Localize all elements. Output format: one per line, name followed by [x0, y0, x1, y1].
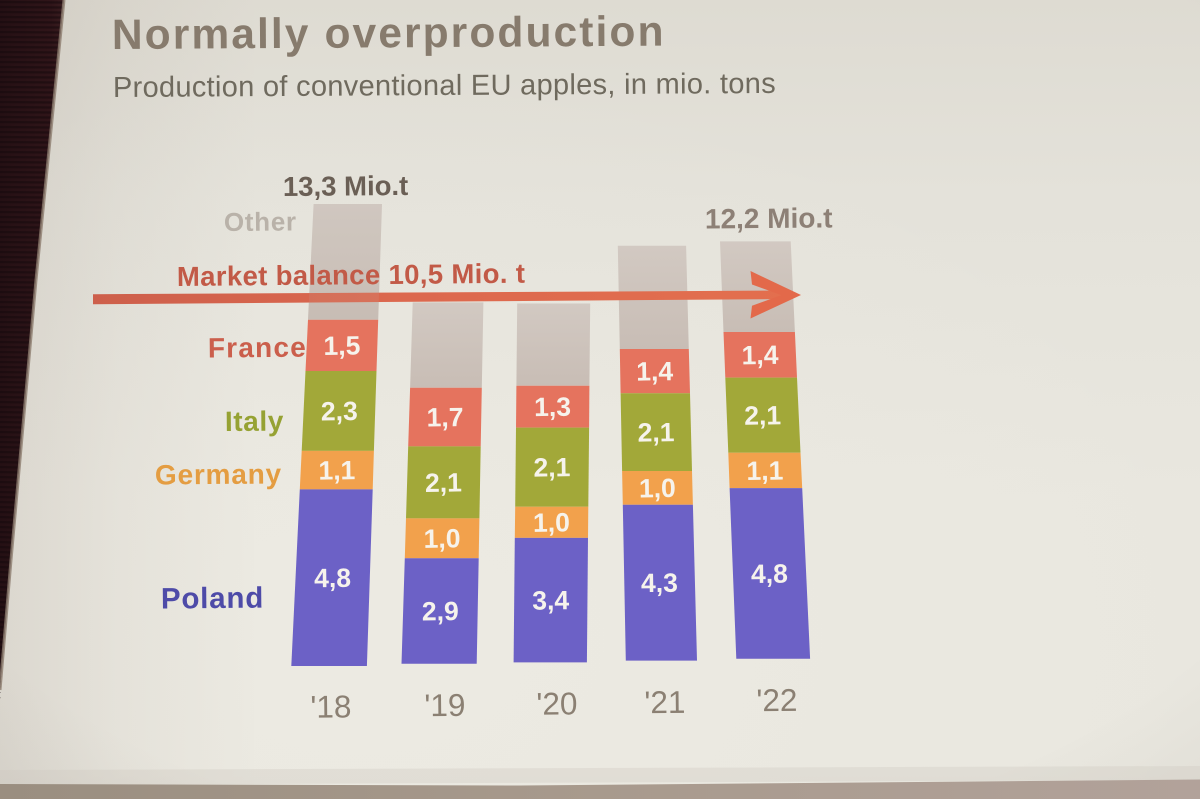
svg-text:1,4: 1,4 [741, 340, 779, 371]
svg-text:1,0: 1,0 [423, 523, 460, 554]
svg-text:2,9: 2,9 [422, 596, 459, 627]
svg-text:Other: Other [224, 206, 297, 237]
svg-text:2,1: 2,1 [744, 400, 781, 431]
svg-text:'21: '21 [644, 684, 685, 720]
svg-text:1,3: 1,3 [534, 392, 571, 423]
svg-text:'18: '18 [310, 688, 351, 724]
svg-text:1,0: 1,0 [639, 473, 676, 504]
svg-text:Italy: Italy [225, 405, 284, 437]
svg-text:'20: '20 [536, 685, 577, 721]
svg-text:4,8: 4,8 [314, 563, 351, 594]
svg-text:4,3: 4,3 [641, 568, 678, 599]
svg-text:4,8: 4,8 [751, 559, 788, 590]
svg-text:Germany: Germany [155, 458, 282, 490]
svg-text:Production of conventional EU: Production of conventional EU apples, in… [113, 68, 776, 104]
svg-text:1,5: 1,5 [323, 330, 360, 361]
svg-text:2,3: 2,3 [321, 396, 358, 427]
svg-text:13,3 Mio.t: 13,3 Mio.t [283, 170, 409, 202]
svg-text:2,1: 2,1 [533, 452, 570, 483]
svg-text:1,0: 1,0 [533, 507, 570, 538]
svg-text:2,1: 2,1 [425, 467, 462, 498]
svg-text:Poland: Poland [161, 582, 264, 616]
svg-text:3,4: 3,4 [532, 585, 570, 616]
svg-text:'19: '19 [424, 687, 465, 723]
svg-text:Normally overproduction: Normally overproduction [112, 9, 666, 59]
svg-text:1,4: 1,4 [636, 356, 674, 387]
svg-text:12,2 Mio.t: 12,2 Mio.t [705, 202, 833, 234]
svg-text:2,1: 2,1 [637, 417, 674, 448]
svg-text:France: France [208, 332, 307, 364]
svg-text:Market balance 10,5 Mio. t: Market balance 10,5 Mio. t [177, 258, 526, 292]
svg-text:1,7: 1,7 [426, 402, 463, 433]
svg-text:1,1: 1,1 [746, 456, 783, 487]
svg-text:1,1: 1,1 [318, 455, 355, 486]
svg-text:'22: '22 [756, 682, 797, 718]
